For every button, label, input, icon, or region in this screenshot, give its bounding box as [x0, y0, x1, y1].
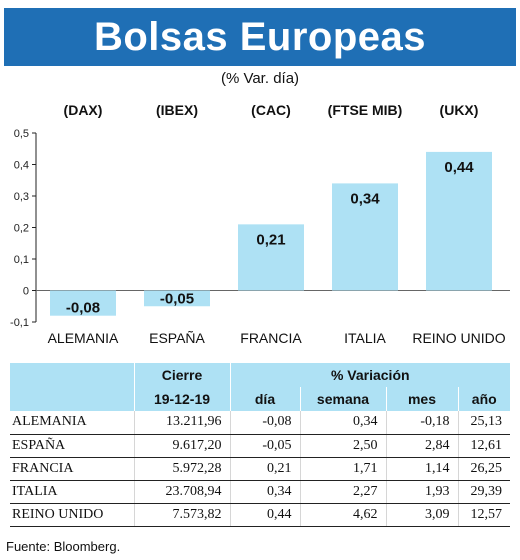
header-semana: semana — [299, 387, 386, 411]
table-row: REINO UNIDO 7.573,82 0,44 4,62 3,09 12,57 — [10, 503, 510, 527]
table-row: ESPAÑA 9.617,20 -0,05 2,50 2,84 12,61 — [10, 434, 510, 458]
header-anio: año — [457, 387, 510, 411]
index-label: (DAX) — [64, 102, 103, 118]
category-label: REINO UNIDO — [412, 330, 505, 346]
index-label: (CAC) — [251, 102, 291, 118]
index-label: (IBEX) — [156, 102, 198, 118]
category-label: ESPAÑA — [149, 330, 205, 346]
cell-cierre: 13.211,96 — [133, 411, 230, 435]
cell-semana: 2,27 — [299, 480, 386, 504]
cell-mes: 2,84 — [385, 434, 458, 458]
cell-name: ITALIA — [10, 480, 134, 504]
bar-value-label: 0,21 — [256, 231, 285, 248]
bar-españa — [144, 290, 210, 307]
chart-subtitle: (% Var. día) — [220, 70, 300, 87]
y-tick-label: -0,1 — [10, 317, 29, 329]
cell-anio: 12,57 — [457, 503, 510, 527]
cell-cierre: 23.708,94 — [133, 480, 230, 504]
y-tick-label: 0,4 — [14, 160, 29, 172]
index-label: (FTSE MIB) — [328, 102, 403, 118]
cell-mes: 1,93 — [385, 480, 458, 504]
chart-title: Bolsas Europeas — [4, 8, 516, 66]
table-row: ITALIA 23.708,94 0,34 2,27 1,93 29,39 — [10, 480, 510, 504]
bar-value-label: -0,08 — [66, 300, 100, 317]
bar-alemania — [50, 290, 116, 316]
y-tick-label: 0 — [23, 286, 29, 298]
cell-name: FRANCIA — [10, 457, 134, 481]
cell-anio: 26,25 — [457, 457, 510, 481]
cell-mes: -0,18 — [385, 411, 458, 435]
bar-value-label: -0,05 — [160, 290, 194, 307]
y-tick-label: 0,3 — [14, 191, 29, 203]
cell-anio: 29,39 — [457, 480, 510, 504]
cell-mes: 3,09 — [385, 503, 458, 527]
y-tick-label: 0,5 — [14, 128, 29, 140]
bar-chart: 0,5 0,4 0,3 0,2 0,1 0 -0,1 -0,08 (DAX) ALEMANIA -0… — [10, 102, 510, 346]
header-blank-2 — [10, 387, 134, 411]
header-date: 19-12-19 — [133, 387, 230, 411]
cell-dia: -0,05 — [229, 434, 300, 458]
cell-semana: 1,71 — [299, 457, 386, 481]
cell-name: REINO UNIDO — [10, 503, 134, 527]
header-blank — [10, 363, 134, 387]
cell-semana: 0,34 — [299, 411, 386, 435]
category-label: ALEMANIA — [48, 330, 119, 346]
bar-italia — [332, 183, 398, 291]
header-mes: mes — [385, 387, 458, 411]
cell-name: ESPAÑA — [10, 434, 134, 458]
cell-dia: 0,44 — [229, 503, 300, 527]
cell-dia: 0,34 — [229, 480, 300, 504]
bar-value-label: 0,34 — [350, 190, 380, 207]
table-row: FRANCIA 5.972,28 0,21 1,71 1,14 26,25 — [10, 457, 510, 481]
cell-name: ALEMANIA — [10, 411, 134, 435]
bar-reino-unido — [426, 151, 492, 291]
category-label: FRANCIA — [240, 330, 302, 346]
category-label: ITALIA — [344, 330, 386, 346]
table-row: ALEMANIA 13.211,96 -0,08 0,34 -0,18 25,13 — [10, 411, 510, 435]
cell-cierre: 7.573,82 — [133, 503, 230, 527]
header-variacion: % Variación — [229, 363, 510, 387]
y-tick-label: 0,2 — [14, 223, 29, 235]
cell-anio: 12,61 — [457, 434, 510, 458]
cell-dia: -0,08 — [229, 411, 300, 435]
cell-anio: 25,13 — [457, 411, 510, 435]
header-cierre: Cierre — [133, 363, 230, 387]
cell-dia: 0,21 — [229, 457, 300, 481]
cell-cierre: 9.617,20 — [133, 434, 230, 458]
source-note: Fuente: Bloomberg. — [6, 539, 121, 554]
index-label: (UKX) — [440, 102, 479, 118]
bar-francia — [238, 224, 304, 291]
bar-value-label: 0,44 — [444, 159, 474, 176]
cell-mes: 1,14 — [385, 457, 458, 481]
cell-cierre: 5.972,28 — [133, 457, 230, 481]
header-dia: día — [229, 387, 300, 411]
cell-semana: 2,50 — [299, 434, 386, 458]
stock-table: Cierre % Variación 19-12-19 día semana m… — [10, 363, 510, 527]
cell-semana: 4,62 — [299, 503, 386, 527]
y-tick-label: 0,1 — [14, 254, 29, 266]
